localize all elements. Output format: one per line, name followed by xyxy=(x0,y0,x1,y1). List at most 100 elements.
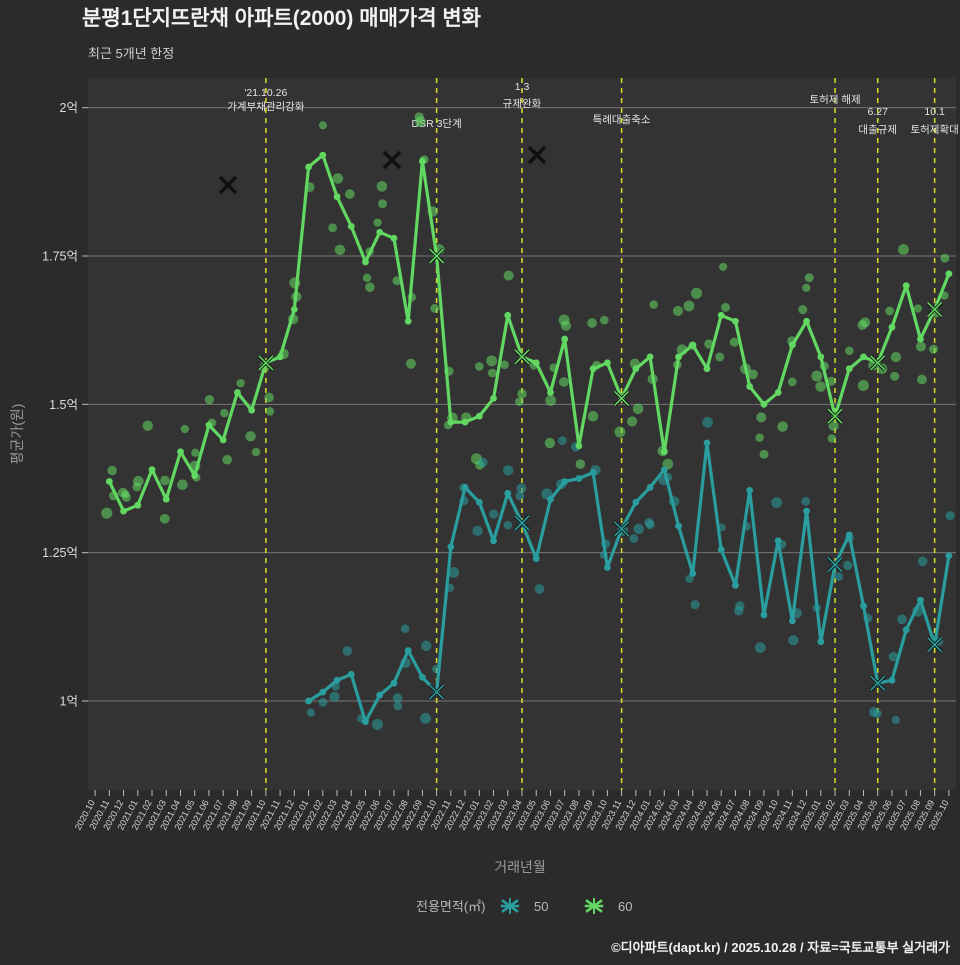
annotation-x-marker xyxy=(428,247,445,265)
scatter-point xyxy=(393,701,403,711)
scatter-point xyxy=(614,426,626,438)
scatter-point xyxy=(101,507,113,519)
scatter-point xyxy=(121,492,131,502)
scatter-point xyxy=(891,715,900,725)
legend-label: 50 xyxy=(534,899,548,914)
annotation-x-marker xyxy=(826,556,844,573)
scatter-point xyxy=(265,407,275,416)
annotation-x-marker xyxy=(428,683,445,701)
series-vertex xyxy=(845,365,853,373)
y-tick-label: 1.25억 xyxy=(42,546,78,560)
scatter-point xyxy=(704,339,714,349)
scatter-point xyxy=(600,315,609,325)
annotation-label: 특례대출축소 xyxy=(593,114,651,126)
scatter-point xyxy=(545,395,557,406)
series-markers-50 xyxy=(305,439,953,726)
series-vertex xyxy=(547,495,554,503)
series-vertex xyxy=(362,718,369,726)
annotation-label: 규제완화 xyxy=(503,97,542,110)
scatter-point xyxy=(373,218,382,227)
scatter-point xyxy=(544,437,556,449)
scatter-point xyxy=(334,244,346,256)
scatter-point xyxy=(649,300,658,309)
scatter-point xyxy=(843,560,853,571)
scatter-point xyxy=(787,377,797,387)
series-vertex xyxy=(803,507,810,515)
scatter-point xyxy=(159,513,170,524)
series-line-50 xyxy=(306,441,951,724)
legend-item[interactable]: 50 xyxy=(500,898,549,914)
series-vertex xyxy=(390,679,398,687)
scatter-point xyxy=(534,584,545,594)
scatter-point xyxy=(558,377,569,387)
scatter-point xyxy=(940,253,950,263)
series-vertex xyxy=(561,478,569,485)
chart-subtitle: 최근 5개년 한정 xyxy=(88,46,174,61)
scatter-point xyxy=(245,431,256,442)
series-vertex xyxy=(746,486,754,494)
scatter-point xyxy=(204,394,215,405)
scatter-point xyxy=(448,567,460,578)
annotation-label: 대출규제 xyxy=(858,124,897,136)
series-vertex xyxy=(248,406,256,414)
series-vertex xyxy=(603,564,611,571)
scatter-point xyxy=(486,355,498,367)
scatter-point xyxy=(683,300,695,312)
scatter-point xyxy=(430,303,440,313)
y-tick-label: 2억 xyxy=(60,101,78,115)
series-vertex xyxy=(120,507,127,515)
scatter-point xyxy=(500,360,509,370)
scatter-point xyxy=(133,475,144,487)
annotation-label: 토허제 해제 xyxy=(809,93,860,106)
scatter-point xyxy=(191,448,200,457)
scatter-point xyxy=(857,380,869,391)
scatter-point xyxy=(587,318,597,328)
annotation-x-marker xyxy=(257,354,275,372)
series-vertex xyxy=(319,151,327,159)
legend-item[interactable]: 60 xyxy=(584,898,633,914)
scatter-point xyxy=(755,433,764,442)
series-vertex xyxy=(347,222,355,230)
y-axis-tick-labels: 1억 1.25억 1.5억 1.75억 2억 xyxy=(42,101,78,708)
scatter-point xyxy=(945,511,955,521)
series-vertex xyxy=(105,478,113,485)
scatter-point xyxy=(517,389,527,399)
series-vertex xyxy=(917,335,924,343)
series-vertex xyxy=(589,365,597,373)
scatter-point xyxy=(759,449,769,459)
annotation-x-marker xyxy=(513,348,531,366)
annotation-label: 가계부채관리강화 xyxy=(227,101,305,113)
scatter-point xyxy=(845,346,854,356)
series-vertex xyxy=(490,537,497,545)
scatter-point xyxy=(332,173,344,184)
series-line-60 xyxy=(107,153,951,513)
scatter-point xyxy=(472,525,483,537)
scatter-point xyxy=(378,199,387,209)
scatter-point xyxy=(690,600,700,610)
annotation-x-marker xyxy=(869,354,886,372)
scatter-point xyxy=(890,371,900,381)
scatter-point xyxy=(222,454,233,465)
series-vertex xyxy=(547,389,554,396)
series-vertex xyxy=(418,673,426,681)
series-vertex xyxy=(305,163,312,171)
annotation-date: '21.10.26 xyxy=(244,87,287,99)
scatter-point xyxy=(913,304,923,313)
series-vertex xyxy=(660,466,668,473)
series-vertex xyxy=(717,546,725,554)
scatter-point xyxy=(516,483,527,494)
series-polyline xyxy=(306,441,951,724)
series-vertex xyxy=(760,611,768,619)
series-vertex xyxy=(732,317,739,325)
scatter-point xyxy=(392,693,403,703)
series-vertex xyxy=(191,472,199,479)
annotation-x-marker xyxy=(826,407,844,425)
series-vertex xyxy=(632,498,640,506)
legend-title: 전용면적(㎡) xyxy=(416,899,486,914)
chart-legend: 전용면적(㎡) 50 60 xyxy=(416,898,632,914)
annotation-date: 10.1 xyxy=(924,106,945,118)
scatter-point xyxy=(815,381,826,392)
scatter-point xyxy=(560,320,572,331)
